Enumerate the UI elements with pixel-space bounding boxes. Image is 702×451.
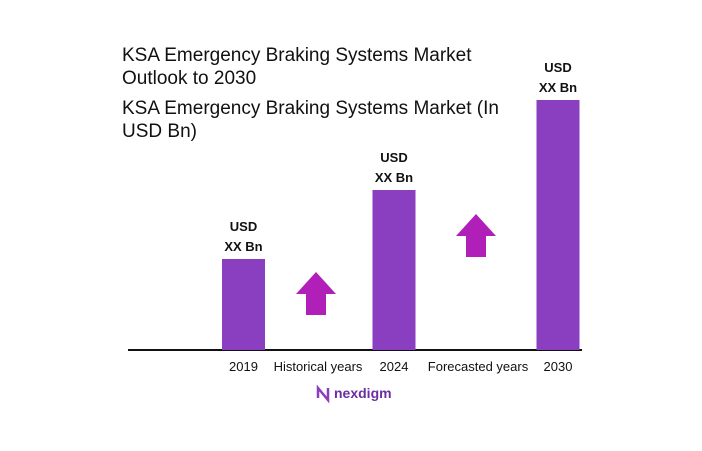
value-label: XX Bn — [375, 170, 413, 185]
value-label: USD — [544, 60, 571, 75]
brand-name: nexdigm — [334, 385, 392, 401]
bar — [222, 259, 265, 350]
brand-logo — [316, 384, 330, 404]
chart-subtitle: KSA Emergency Braking Systems Market (In… — [122, 98, 499, 142]
chart-title: KSA Emergency Braking Systems Market Out… — [122, 45, 472, 89]
annotation: Historical years — [274, 359, 363, 374]
annotation: Forecasted years — [428, 359, 529, 374]
value-label: XX Bn — [224, 239, 262, 254]
value-label: USD — [230, 219, 257, 234]
growth-arrow — [296, 272, 336, 315]
value-label: XX Bn — [539, 80, 577, 95]
bar — [372, 190, 416, 350]
bar — [536, 100, 580, 350]
x-tick-label: 2019 — [229, 359, 258, 374]
x-tick-label: 2030 — [544, 359, 573, 374]
x-tick-label: 2024 — [380, 359, 409, 374]
value-label: USD — [380, 150, 407, 165]
growth-arrow — [456, 214, 496, 257]
